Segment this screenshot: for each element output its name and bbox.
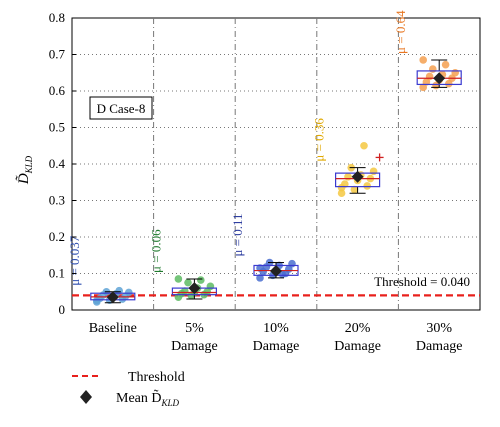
x-tick-label: 20%	[345, 321, 371, 336]
svg-text:D̃KLD: D̃KLD	[16, 155, 34, 185]
panel-label-box	[89, 96, 153, 120]
y-tick-label: 0	[59, 302, 66, 317]
x-tick-label-line2: Damage	[253, 339, 300, 354]
data-point	[445, 79, 453, 88]
mu-label: μ = 0.037	[67, 235, 82, 286]
x-tick-label-line2: Damage	[416, 339, 463, 354]
data-point	[184, 278, 192, 287]
data-point	[451, 68, 460, 77]
y-tick-label: 0.1	[49, 266, 65, 281]
data-point	[125, 288, 133, 297]
x-tick-label: 5%	[185, 321, 204, 336]
legend-threshold-label: Threshold	[128, 370, 185, 385]
data-point	[203, 287, 211, 296]
mu-label: μ = 0.36	[312, 118, 327, 162]
x-tick-label: 30%	[426, 321, 452, 336]
data-point	[425, 72, 434, 81]
y-tick-label: 0.8	[49, 10, 65, 25]
data-point	[363, 182, 372, 190]
y-tick-label: 0.5	[49, 120, 65, 135]
mean-marker	[433, 72, 446, 85]
y-tick-label: 0.7	[49, 47, 66, 62]
data-point	[360, 141, 368, 150]
x-tick-label: Baseline	[89, 321, 137, 336]
mu-label: μ = 0.64	[393, 10, 408, 54]
data-point	[256, 274, 264, 282]
data-point	[441, 60, 450, 69]
data-point	[174, 275, 183, 283]
groups-layer: μ = 0.037 μ = 0.06 μ = 0.11 μ = 0.36 μ = 0.6…	[67, 10, 462, 306]
data-point	[419, 83, 428, 92]
y-axis-title-sub: KLD	[24, 155, 34, 174]
legend-mean-label-main: Mean D̃	[116, 389, 162, 406]
mean-marker	[351, 170, 364, 183]
data-point	[93, 296, 101, 305]
legend-mean-label: Mean D̃KLD	[116, 389, 180, 408]
data-point	[337, 189, 346, 197]
y-axis-title-main: D̃	[16, 173, 32, 185]
mean-marker	[106, 291, 119, 304]
data-point	[337, 183, 346, 192]
y-tick-label: 0.2	[49, 229, 65, 244]
data-point	[197, 276, 205, 284]
y-tick-label: 0.3	[49, 193, 65, 208]
x-tick-label-line2: Damage	[171, 339, 218, 354]
panel-label: D Case-8	[97, 101, 146, 116]
data-point	[256, 264, 264, 272]
y-tick-label: 0.6	[49, 83, 66, 98]
legend-mean-label-sub: KLD	[161, 398, 180, 408]
y-tick-label: 0.4	[49, 156, 66, 171]
legend-mean-marker	[80, 390, 92, 404]
data-point	[422, 78, 431, 86]
mu-label: μ = 0.06	[148, 229, 163, 273]
data-point	[344, 172, 352, 181]
mu-label: μ = 0.11	[230, 213, 245, 256]
threshold-label: Threshold = 0.040	[374, 274, 470, 289]
y-axis-title: D̃KLD	[16, 155, 34, 185]
data-point	[288, 259, 296, 268]
legend: Threshold Mean D̃KLD	[72, 370, 185, 408]
data-point	[429, 65, 437, 73]
x-tick-label: 10%	[263, 321, 289, 336]
axes-layer: 0 0.1 0.2 0.3 0.4 0.5 0.6 0.7 0.8 Baseline 5% Damag…	[49, 10, 463, 354]
mean-marker	[270, 264, 282, 277]
mean-marker	[188, 282, 201, 295]
data-point	[350, 185, 359, 194]
x-tick-label-line2: Damage	[334, 339, 381, 354]
data-point	[419, 56, 428, 64]
data-point	[115, 286, 123, 295]
data-point	[206, 282, 215, 291]
grid-layer	[72, 18, 480, 310]
data-point	[369, 167, 378, 176]
